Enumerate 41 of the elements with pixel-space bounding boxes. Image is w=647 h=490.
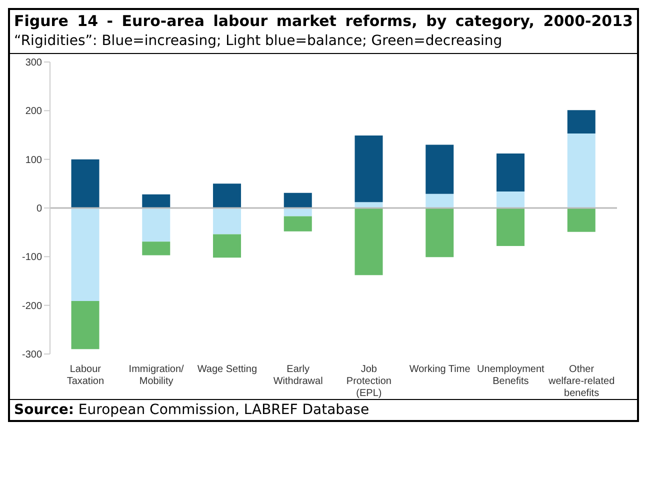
bar bbox=[71, 300, 100, 350]
bar bbox=[426, 194, 454, 208]
bar bbox=[567, 134, 596, 208]
bar bbox=[496, 153, 525, 192]
x-tick-label: Labour Taxation bbox=[66, 364, 104, 387]
y-tick-label: 200 bbox=[25, 106, 42, 118]
bar bbox=[567, 208, 596, 232]
bar bbox=[496, 208, 525, 246]
bar bbox=[142, 208, 170, 242]
source-note: Source: European Commission, LABREF Database bbox=[14, 402, 370, 418]
bar bbox=[354, 135, 383, 202]
bar bbox=[142, 194, 170, 208]
bar bbox=[284, 192, 312, 208]
bar bbox=[213, 234, 242, 258]
bar bbox=[213, 184, 242, 208]
bar bbox=[496, 191, 525, 208]
bar bbox=[71, 159, 100, 208]
y-tick-label: 300 bbox=[25, 58, 42, 69]
bar bbox=[426, 144, 454, 194]
bar bbox=[284, 216, 312, 232]
bar bbox=[354, 202, 383, 208]
bar bbox=[71, 208, 100, 301]
bar bbox=[354, 208, 383, 276]
y-tick-label: -100 bbox=[22, 252, 42, 264]
x-tick-label: Wage Setting bbox=[197, 364, 258, 375]
chart-title: Figure 14 - Euro-area labour market reforms, by category, 2000-2013 bbox=[14, 12, 633, 30]
x-tick-label: Working Time bbox=[409, 364, 471, 375]
bar bbox=[213, 208, 242, 234]
bar bbox=[426, 208, 454, 258]
y-tick-label: -200 bbox=[22, 300, 42, 312]
y-tick-label: 0 bbox=[36, 204, 42, 215]
bar bbox=[142, 242, 170, 256]
y-tick-label: -300 bbox=[22, 350, 42, 361]
bar bbox=[567, 110, 596, 134]
x-tick-label: Job Protection (EPL) bbox=[346, 364, 392, 399]
x-tick-label: Early Withdrawal bbox=[273, 364, 323, 387]
chart-subtitle: “Rigidities”: Blue=increasing; Light blue=balance; Green=decreasing bbox=[14, 33, 502, 49]
y-tick-label: 100 bbox=[25, 154, 42, 166]
x-tick-label: Immigration/Mobility bbox=[128, 364, 184, 387]
x-tick-label: Unemployment Benefits bbox=[477, 364, 545, 387]
x-tick-label: Other welfare-related benefits bbox=[547, 364, 615, 399]
